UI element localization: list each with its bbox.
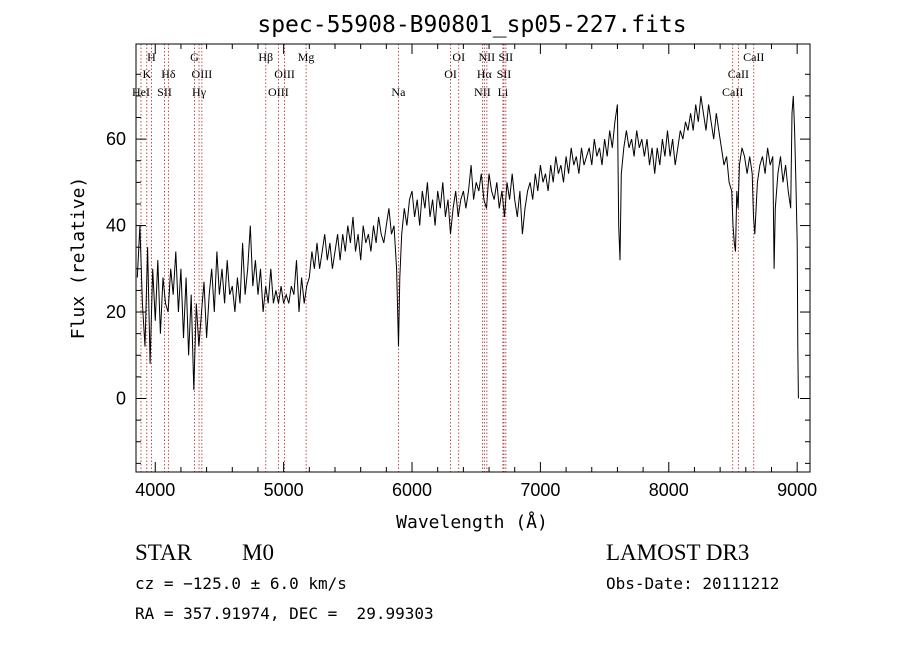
- line-marker-label: OIII: [268, 85, 289, 99]
- x-axis-label: Wavelength (Å): [396, 511, 548, 533]
- redshift-velocity: cz = −125.0 ± 6.0 km/s: [135, 574, 347, 593]
- line-marker-label: SII: [497, 67, 512, 81]
- plot-area: [136, 95, 799, 399]
- line-marker-label: CaII: [743, 50, 764, 64]
- line-marker-label: G: [190, 50, 199, 64]
- line-marker-label: OI: [452, 50, 465, 64]
- line-marker-label: Mg: [298, 50, 315, 64]
- x-tick-label: 8000: [649, 480, 689, 500]
- object-class: STAR: [135, 540, 192, 565]
- line-marker-label: SII: [499, 50, 514, 64]
- y-tick-label: 60: [106, 129, 126, 149]
- y-axis-label: Flux (relative): [68, 177, 89, 340]
- x-tick-label: 9000: [777, 480, 817, 500]
- line-marker-label: HeI: [132, 85, 150, 99]
- line-marker-label: NII: [479, 50, 496, 64]
- axes: 4000 5000 6000 7000 8000 9000 0 20 40 60: [106, 44, 817, 500]
- line-marker-label: CaII: [722, 85, 743, 99]
- x-tick-label: 5000: [264, 480, 304, 500]
- y-tick-label: 0: [116, 389, 126, 409]
- line-marker-label: K: [142, 67, 151, 81]
- y-tick-label: 40: [106, 216, 126, 236]
- x-tick-label: 7000: [520, 480, 560, 500]
- line-marker-label: Na: [391, 85, 406, 99]
- survey-name: LAMOST DR3: [606, 540, 750, 565]
- line-marker-label: Hβ: [258, 50, 273, 64]
- line-marker-label: OI: [444, 67, 457, 81]
- line-marker-label: NII: [474, 85, 491, 99]
- coordinates: RA = 357.91974, DEC = 29.99303: [135, 604, 434, 623]
- line-marker-label: SII: [157, 85, 172, 99]
- chart-title: spec-55908-B90801_sp05-227.fits: [257, 12, 686, 38]
- line-marker-label: Hα: [477, 67, 493, 81]
- line-marker-label: H: [147, 50, 156, 64]
- line-marker-label: Hγ: [192, 85, 207, 99]
- x-tick-label: 4000: [135, 480, 175, 500]
- line-marker-label: OIII: [192, 67, 213, 81]
- object-subclass: M0: [242, 540, 274, 565]
- plot-frame: [135, 43, 811, 473]
- spectrum-line: [136, 95, 799, 399]
- x-tick-label: 6000: [392, 480, 432, 500]
- observation-date: Obs-Date: 20111212: [606, 574, 780, 593]
- line-markers: HeIKHSIIHδGHγOIIIHβOIIIOIIIMgNaOIOINIIHα…: [132, 44, 764, 472]
- line-marker-label: Li: [498, 85, 509, 99]
- y-tick-label: 20: [106, 302, 126, 322]
- line-marker-label: CaII: [728, 67, 749, 81]
- line-marker-label: Hδ: [161, 67, 176, 81]
- line-marker-label: OIII: [274, 67, 295, 81]
